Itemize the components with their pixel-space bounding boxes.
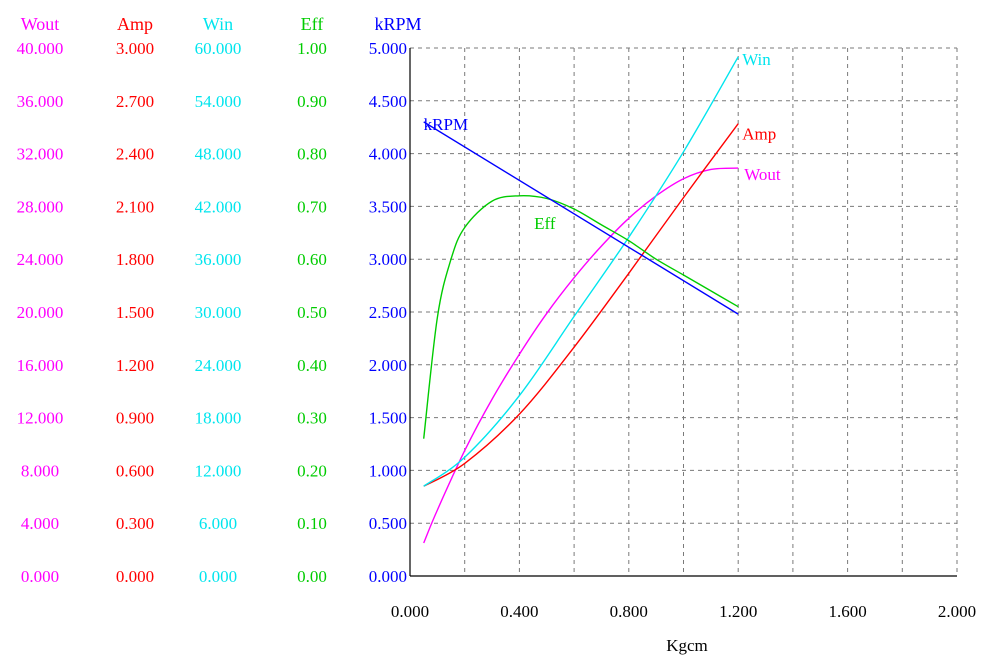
y-tick-label: 4.000: [21, 514, 59, 533]
y-tick-label: 0.70: [297, 197, 327, 216]
y-tick-label: 0.80: [297, 145, 327, 164]
y-tick-label: 20.000: [17, 303, 64, 322]
y-tick-label: 30.000: [195, 303, 242, 322]
x-tick-label: 0.400: [500, 602, 538, 621]
series-line-krpm: [423, 121, 739, 315]
y-tick-label: 0.60: [297, 250, 327, 269]
y-tick-label: 0.00: [297, 567, 327, 586]
y-tick-label: 24.000: [195, 356, 242, 375]
y-tick-label: 2.000: [369, 356, 407, 375]
series-line-eff: [423, 195, 739, 439]
y-tick-label: 2.400: [116, 145, 154, 164]
x-axis-label: Kgcm: [666, 636, 708, 655]
y-tick-label: 0.000: [116, 567, 154, 586]
y-axes-labels: Wout 0.000 4.000 8.000 12.000 16.000 20.000 24.…: [17, 14, 422, 586]
y-tick-label: 36.000: [195, 250, 242, 269]
y-tick-label: 0.000: [199, 567, 237, 586]
axis-header-eff: Eff: [301, 14, 324, 34]
y-tick-label: 12.000: [195, 461, 242, 480]
y-tick-label: 2.700: [116, 92, 154, 111]
y-tick-label: 16.000: [17, 356, 64, 375]
y-tick-label: 4.500: [369, 92, 407, 111]
y-tick-label: 0.000: [369, 567, 407, 586]
y-tick-label: 5.000: [369, 39, 407, 58]
x-tick-label: 0.000: [391, 602, 429, 621]
y-tick-label: 0.20: [297, 461, 327, 480]
y-tick-label: 32.000: [17, 145, 64, 164]
series-label-wout: Wout: [744, 165, 781, 184]
y-tick-label: 1.500: [369, 409, 407, 428]
y-tick-label: 1.00: [297, 39, 327, 58]
y-tick-label: 60.000: [195, 39, 242, 58]
y-tick-label: 36.000: [17, 92, 64, 111]
y-tick-label: 4.000: [369, 145, 407, 164]
series-line-amp: [423, 123, 739, 487]
series-label-win: Win: [742, 50, 771, 69]
y-tick-label: 1.200: [116, 356, 154, 375]
series-group: [423, 56, 739, 544]
y-tick-label: 0.10: [297, 514, 327, 533]
y-tick-label: 1.800: [116, 250, 154, 269]
y-tick-label: 3.000: [369, 250, 407, 269]
axis-header-wout: Wout: [21, 14, 60, 34]
y-tick-label: 0.300: [116, 514, 154, 533]
series-line-win: [423, 56, 739, 487]
axis-header-krpm: kRPM: [374, 14, 421, 34]
x-tick-label: 1.600: [828, 602, 866, 621]
y-tick-label: 0.40: [297, 356, 327, 375]
x-tick-label: 1.200: [719, 602, 757, 621]
y-tick-label: 0.30: [297, 409, 327, 428]
series-label-krpm: kRPM: [424, 115, 468, 134]
axis-header-amp: Amp: [117, 14, 153, 34]
y-tick-label: 6.000: [199, 514, 237, 533]
y-tick-label: 42.000: [195, 197, 242, 216]
series-label-eff: Eff: [534, 214, 556, 233]
y-tick-label: 18.000: [195, 409, 242, 428]
axis-header-win: Win: [203, 14, 233, 34]
y-tick-label: 0.500: [369, 514, 407, 533]
y-tick-label: 24.000: [17, 250, 64, 269]
y-tick-label: 40.000: [17, 39, 64, 58]
y-tick-label: 0.50: [297, 303, 327, 322]
y-tick-label: 3.500: [369, 197, 407, 216]
series-line-wout: [423, 167, 739, 544]
y-tick-label: 1.500: [116, 303, 154, 322]
y-tick-label: 0.600: [116, 461, 154, 480]
y-tick-label: 2.100: [116, 197, 154, 216]
y-tick-label: 2.500: [369, 303, 407, 322]
y-tick-label: 0.000: [21, 567, 59, 586]
y-tick-label: 12.000: [17, 409, 64, 428]
y-tick-label: 54.000: [195, 92, 242, 111]
y-tick-label: 1.000: [369, 461, 407, 480]
y-tick-label: 28.000: [17, 197, 64, 216]
x-axis-ticks: 0.000 0.400 0.800 1.200 1.600 2.000: [391, 602, 976, 621]
y-tick-label: 48.000: [195, 145, 242, 164]
x-tick-label: 0.800: [610, 602, 648, 621]
x-tick-label: 2.000: [938, 602, 976, 621]
series-label-amp: Amp: [742, 125, 776, 144]
y-tick-label: 3.000: [116, 39, 154, 58]
y-tick-label: 0.90: [297, 92, 327, 111]
y-tick-label: 8.000: [21, 461, 59, 480]
series-labels: Wout Amp Win Eff kRPM: [424, 50, 781, 233]
y-tick-label: 0.900: [116, 409, 154, 428]
plot-grid: [409, 47, 958, 577]
